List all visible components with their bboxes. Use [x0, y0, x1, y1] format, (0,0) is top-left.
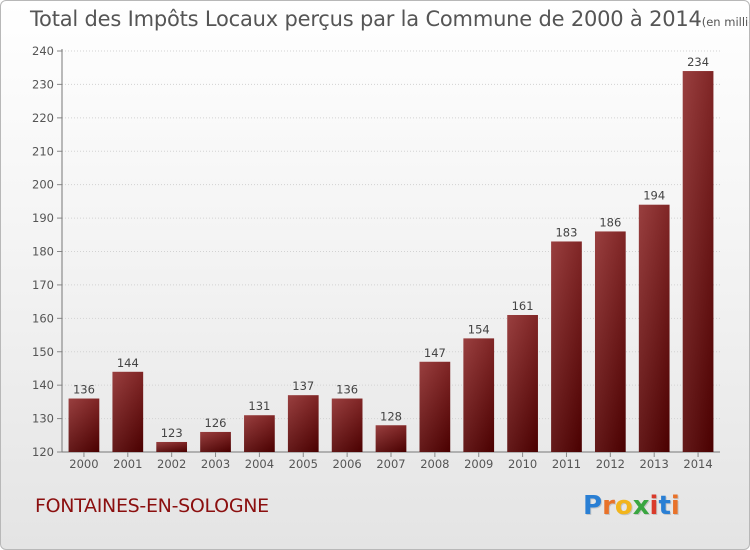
y-tick-label: 180 [32, 245, 54, 259]
bar-shading [682, 71, 714, 453]
data-label: 234 [687, 55, 709, 69]
y-tick-label: 240 [32, 44, 54, 58]
x-tick-label: 2013 [640, 457, 669, 471]
chart-title: Total des Impôts Locaux perçus par la Co… [30, 7, 749, 31]
y-tick-label: 220 [32, 111, 54, 125]
data-label: 137 [292, 379, 314, 393]
x-tick-label: 2003 [201, 457, 230, 471]
bar-shading [331, 398, 363, 452]
bar-shading [594, 231, 626, 452]
x-tick-label: 2011 [552, 457, 581, 471]
bar-shading [156, 441, 188, 452]
data-label: 161 [512, 299, 534, 313]
x-tick-label: 2012 [596, 457, 625, 471]
logo-letter: r [602, 491, 615, 521]
bar-shading [507, 314, 538, 452]
y-tick-label: 190 [32, 211, 54, 225]
y-tick-label: 170 [32, 278, 54, 292]
x-tick-label: 2005 [289, 457, 318, 471]
data-label: 194 [643, 189, 665, 203]
y-tick-label: 130 [32, 412, 54, 426]
y-tick-label: 230 [32, 77, 54, 91]
x-tick-label: 2001 [113, 457, 142, 471]
y-tick-label: 200 [32, 178, 54, 192]
data-label: 154 [468, 322, 490, 336]
x-tick-label: 2010 [508, 457, 537, 471]
y-tick-label: 210 [32, 144, 54, 158]
data-label: 183 [555, 225, 577, 239]
data-label: 136 [73, 383, 95, 397]
data-label: 136 [336, 383, 358, 397]
proxiti-logo: Proxiti [583, 491, 680, 521]
data-label: 147 [424, 346, 446, 360]
logo-letter: o [614, 491, 633, 521]
x-tick-label: 2007 [376, 457, 405, 471]
x-tick-label: 2009 [464, 457, 493, 471]
commune-name: FONTAINES-EN-SOLOGNE [35, 495, 269, 517]
x-tick-label: 2006 [332, 457, 361, 471]
data-label: 126 [205, 416, 227, 430]
x-tick-label: 2000 [69, 457, 98, 471]
bar-shading [68, 398, 100, 452]
bar-shading [551, 241, 582, 452]
data-label: 131 [248, 399, 270, 413]
chart-title-text: Total des Impôts Locaux perçus par la Co… [30, 7, 702, 31]
logo-letter: t [658, 491, 671, 521]
logo-letter: P [583, 491, 603, 521]
bar-shading [112, 371, 144, 452]
chart-subtitle: (en milliers d'€) [701, 15, 749, 29]
x-tick-label: 2002 [157, 457, 186, 471]
data-label: 186 [599, 215, 621, 229]
data-label: 123 [161, 426, 183, 440]
x-tick-label: 2014 [683, 457, 712, 471]
data-label: 128 [380, 409, 402, 423]
logo-letter: i [670, 491, 680, 521]
bar-shading [375, 425, 407, 452]
bar-shading [638, 204, 670, 452]
logo-letter: x [632, 491, 650, 521]
logo-letter: i [649, 491, 659, 521]
y-tick-label: 140 [32, 378, 54, 392]
bar-shading [244, 415, 275, 452]
x-tick-label: 2004 [245, 457, 274, 471]
y-tick-label: 120 [32, 445, 54, 459]
y-tick-label: 150 [32, 345, 54, 359]
bar-shading [419, 361, 451, 452]
y-tick-label: 160 [32, 311, 54, 325]
bar-shading [287, 395, 319, 452]
bar-shading [463, 338, 495, 452]
data-label: 144 [117, 356, 139, 370]
x-tick-label: 2008 [420, 457, 449, 471]
bar-shading [200, 431, 231, 452]
